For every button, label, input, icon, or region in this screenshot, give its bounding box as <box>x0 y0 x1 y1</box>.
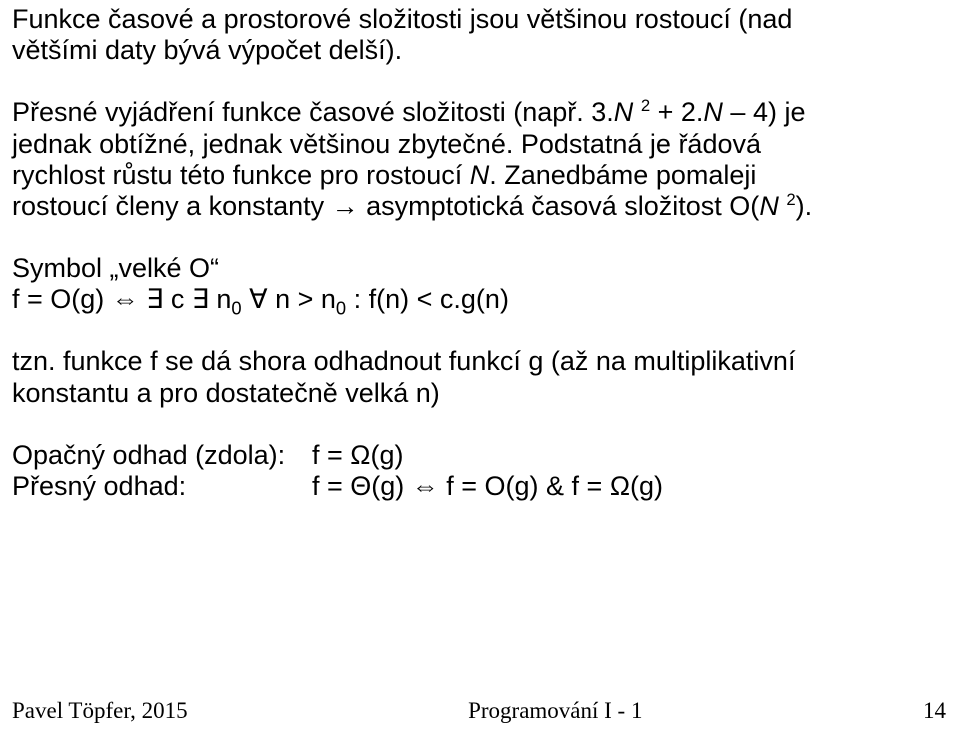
paragraph-2: Přesné vyjádření funkce časové složitost… <box>12 97 948 222</box>
definition-row: Opačný odhad (zdola): f = Ω(g) <box>12 440 948 471</box>
variable-N: N <box>703 97 723 127</box>
text-run: ∀ n > n <box>242 284 336 314</box>
text-run: ). <box>796 191 813 221</box>
paragraph-5: Opačný odhad (zdola): f = Ω(g) Přesný od… <box>12 440 948 502</box>
variable-N: N <box>614 97 634 127</box>
paragraph-1: Funkce časové a prostorové složitosti js… <box>12 4 948 66</box>
footer-title: Programování I - 1 <box>468 698 642 724</box>
document-body: Funkce časové a prostorové složitosti js… <box>12 4 948 502</box>
page-footer: Pavel Töpfer, 2015 Programování I - 1 14 <box>12 698 946 724</box>
text-run: rostoucí členy a konstanty → asymptotick… <box>12 191 759 221</box>
text-run: f = O(g) ⇔ ∃ c ∃ n <box>12 284 231 314</box>
text-line: tzn. funkce f se dá shora odhadnout funk… <box>12 346 795 376</box>
text-run: Přesné vyjádření funkce časové složitost… <box>12 97 614 127</box>
text-line: konstantu a pro dostatečně velká n) <box>12 378 440 408</box>
definition-value: f = Θ(g) ⇔ f = O(g) & f = Ω(g) <box>312 471 663 502</box>
subscript: 0 <box>231 298 241 319</box>
text-line: Funkce časové a prostorové složitosti js… <box>12 4 792 34</box>
text-run <box>633 97 641 127</box>
text-run: – 4) je <box>723 97 806 127</box>
variable-N: N <box>470 160 490 190</box>
paragraph-4: tzn. funkce f se dá shora odhadnout funk… <box>12 346 948 408</box>
text-run: . Zanedbáme pomaleji <box>489 160 756 190</box>
text-line: Symbol „velké O“ <box>12 253 219 283</box>
footer-page-number: 14 <box>923 698 946 724</box>
text-run: : f(n) < c.g(n) <box>346 284 509 314</box>
superscript: 2 <box>641 96 650 115</box>
subscript: 0 <box>336 298 346 319</box>
definition-label: Opačný odhad (zdola): <box>12 440 312 471</box>
text-line: většími daty bývá výpočet delší). <box>12 35 402 65</box>
footer-author: Pavel Töpfer, 2015 <box>12 698 188 724</box>
document-page: Funkce časové a prostorové složitosti js… <box>0 0 960 732</box>
text-run: + 2. <box>650 97 703 127</box>
text-line: jednak obtížné, jednak většinou zbytečné… <box>12 129 761 159</box>
definition-label: Přesný odhad: <box>12 471 312 502</box>
superscript: 2 <box>786 190 795 209</box>
definition-row: Přesný odhad: f = Θ(g) ⇔ f = O(g) & f = … <box>12 471 948 502</box>
text-run: rychlost růstu této funkce pro rostoucí <box>12 160 470 190</box>
variable-N: N <box>759 191 779 221</box>
paragraph-3: Symbol „velké O“ f = O(g) ⇔ ∃ c ∃ n0 ∀ n… <box>12 253 948 315</box>
definition-value: f = Ω(g) <box>312 440 403 471</box>
